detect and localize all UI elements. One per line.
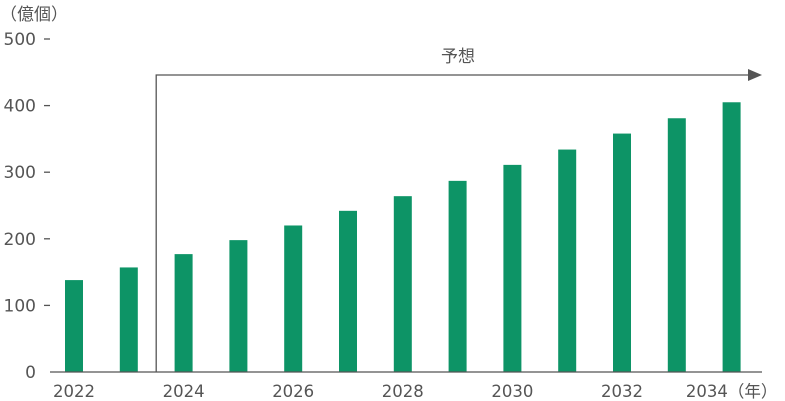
bar-2030 xyxy=(503,164,522,372)
forecast-annotation xyxy=(155,69,762,372)
forecast-label: 予想 xyxy=(441,47,475,67)
y-axis-unit-label: （億個） xyxy=(0,5,68,25)
bars xyxy=(65,102,741,373)
y-axis: 0 100 200 300 400 500 xyxy=(4,30,50,383)
arrow-head-icon xyxy=(748,69,762,81)
x-tick-label: 2032 xyxy=(601,382,643,401)
bar-2033 xyxy=(667,118,686,372)
bar-2027 xyxy=(339,210,357,372)
y-tick-label: 400 xyxy=(4,97,36,117)
bar-2029 xyxy=(448,180,467,372)
bar-2034 xyxy=(722,102,741,373)
forecast-bracket-line xyxy=(155,74,748,372)
bar-2028 xyxy=(393,196,412,372)
bar-2024 xyxy=(174,254,193,372)
y-tick-label: 0 xyxy=(25,363,36,383)
bar-2032 xyxy=(613,133,631,372)
bar-2025 xyxy=(229,240,248,372)
x-tick-label: 2030 xyxy=(491,382,533,401)
bar-2026 xyxy=(284,225,303,372)
x-tick-label: 2026 xyxy=(272,382,314,401)
bar-2022 xyxy=(65,280,83,372)
y-tick-label: 100 xyxy=(4,296,36,316)
x-tick-label: 2034（年） xyxy=(686,382,778,401)
y-tick-label: 300 xyxy=(4,163,36,183)
bar-2023 xyxy=(119,267,138,372)
x-tick-label: 2022 xyxy=(53,382,95,401)
y-tick-label: 500 xyxy=(4,30,36,50)
x-axis: 2022 2024 2026 2028 2030 2032 2034（年） xyxy=(50,371,778,401)
x-tick-label: 2024 xyxy=(163,382,205,401)
x-tick-label: 2028 xyxy=(382,382,424,401)
bar-2031 xyxy=(558,149,577,372)
y-tick-label: 200 xyxy=(4,230,36,250)
